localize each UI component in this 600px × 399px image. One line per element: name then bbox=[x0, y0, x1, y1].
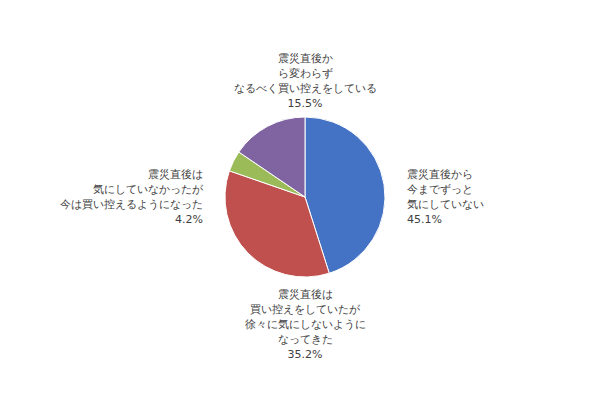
svg-text:震災直後から変わらずなるべく買い控えをしている15.5%: 震災直後から変わらずなるべく買い控えをしている15.5% bbox=[234, 52, 377, 110]
svg-text:震災直後は気にしていなかったが今は買い控えるようになった4.: 震災直後は気にしていなかったが今は買い控えるようになった4.2% bbox=[60, 168, 204, 226]
svg-text:震災直後は買い控えをしていたが徐々に気にしないようになってき: 震災直後は買い控えをしていたが徐々に気にしないようになってきた35.2% bbox=[245, 288, 366, 361]
svg-text:震災直後から今までずっと気にしていない45.1%: 震災直後から今までずっと気にしていない45.1% bbox=[407, 168, 484, 226]
